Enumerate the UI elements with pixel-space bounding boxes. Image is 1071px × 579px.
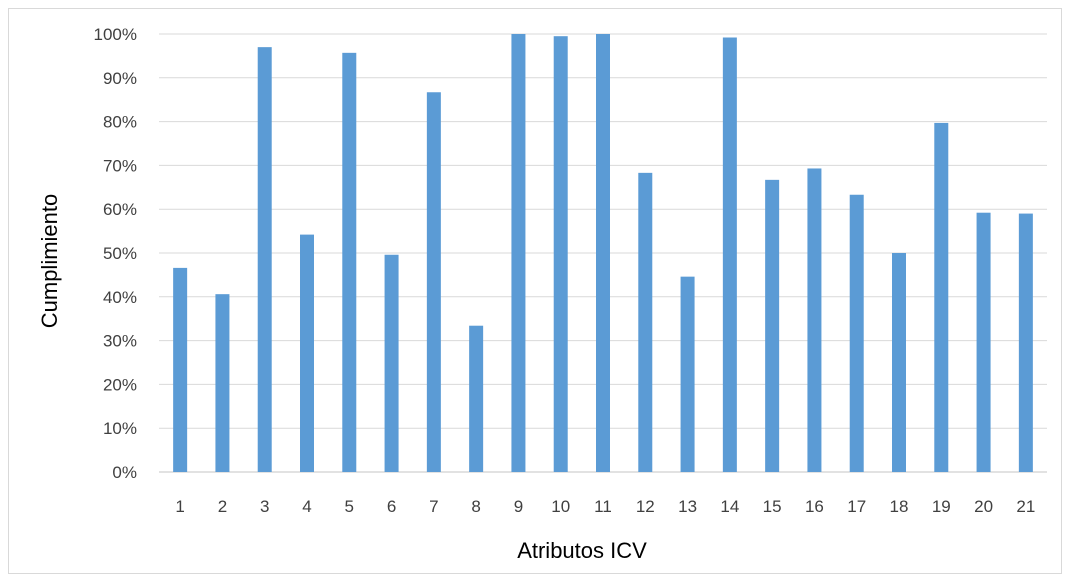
x-tick-label: 1 bbox=[175, 497, 184, 516]
y-tick-label: 70% bbox=[103, 156, 137, 175]
bar bbox=[173, 267, 188, 472]
x-tick-label: 17 bbox=[847, 497, 866, 516]
bars bbox=[173, 34, 1033, 473]
y-tick-label: 20% bbox=[103, 375, 137, 394]
x-tick-label: 21 bbox=[1016, 497, 1035, 516]
y-tick-label: 60% bbox=[103, 200, 137, 219]
x-tick-label: 5 bbox=[345, 497, 354, 516]
x-tick-label: 3 bbox=[260, 497, 269, 516]
y-tick-label: 50% bbox=[103, 244, 137, 263]
x-tick-label: 20 bbox=[974, 497, 993, 516]
y-tick-label: 90% bbox=[103, 69, 137, 88]
y-axis-title: Cumplimiento bbox=[37, 194, 62, 329]
x-axis-title: Atributos ICV bbox=[517, 538, 647, 563]
x-tick-label: 15 bbox=[763, 497, 782, 516]
bar bbox=[215, 294, 230, 472]
x-tick-label: 2 bbox=[218, 497, 227, 516]
bar bbox=[257, 47, 272, 472]
x-tick-label: 8 bbox=[471, 497, 480, 516]
y-tick-label: 30% bbox=[103, 332, 137, 351]
x-tick-label: 6 bbox=[387, 497, 396, 516]
bar bbox=[807, 168, 822, 472]
bar bbox=[722, 37, 737, 473]
bar bbox=[680, 276, 695, 472]
x-tick-label: 10 bbox=[551, 497, 570, 516]
bar bbox=[553, 36, 568, 472]
bar bbox=[765, 179, 780, 472]
x-tick-label: 9 bbox=[514, 497, 523, 516]
y-tick-label: 80% bbox=[103, 113, 137, 132]
y-tick-labels: 0% 10% 20% 30% 40% 50% 60% 70% 80% 90% 100% bbox=[94, 25, 137, 482]
y-tick-label: 10% bbox=[103, 419, 137, 438]
bar bbox=[342, 52, 357, 473]
bar bbox=[596, 34, 610, 472]
bar bbox=[426, 92, 441, 472]
x-tick-label: 12 bbox=[636, 497, 655, 516]
bar bbox=[892, 253, 906, 472]
bar bbox=[934, 122, 949, 472]
bar bbox=[384, 254, 399, 472]
x-tick-labels: 1 2 3 4 5 6 7 8 9 10 11 12 13 14 15 16 17 18 19 20 21 bbox=[175, 497, 1035, 516]
x-tick-label: 18 bbox=[890, 497, 909, 516]
bar bbox=[638, 172, 653, 472]
bar bbox=[976, 212, 991, 473]
x-tick-label: 4 bbox=[302, 497, 311, 516]
x-tick-label: 7 bbox=[429, 497, 438, 516]
x-tick-label: 14 bbox=[720, 497, 739, 516]
y-tick-label: 100% bbox=[94, 25, 137, 44]
x-tick-label: 19 bbox=[932, 497, 951, 516]
y-tick-label: 0% bbox=[112, 463, 137, 482]
y-tick-label: 40% bbox=[103, 288, 137, 307]
x-tick-label: 13 bbox=[678, 497, 697, 516]
bar bbox=[469, 325, 484, 472]
bar bbox=[511, 34, 526, 472]
bar bbox=[849, 194, 864, 472]
x-tick-label: 11 bbox=[594, 497, 612, 516]
bar bbox=[1018, 213, 1033, 472]
x-tick-label: 16 bbox=[805, 497, 824, 516]
bar bbox=[300, 234, 314, 472]
